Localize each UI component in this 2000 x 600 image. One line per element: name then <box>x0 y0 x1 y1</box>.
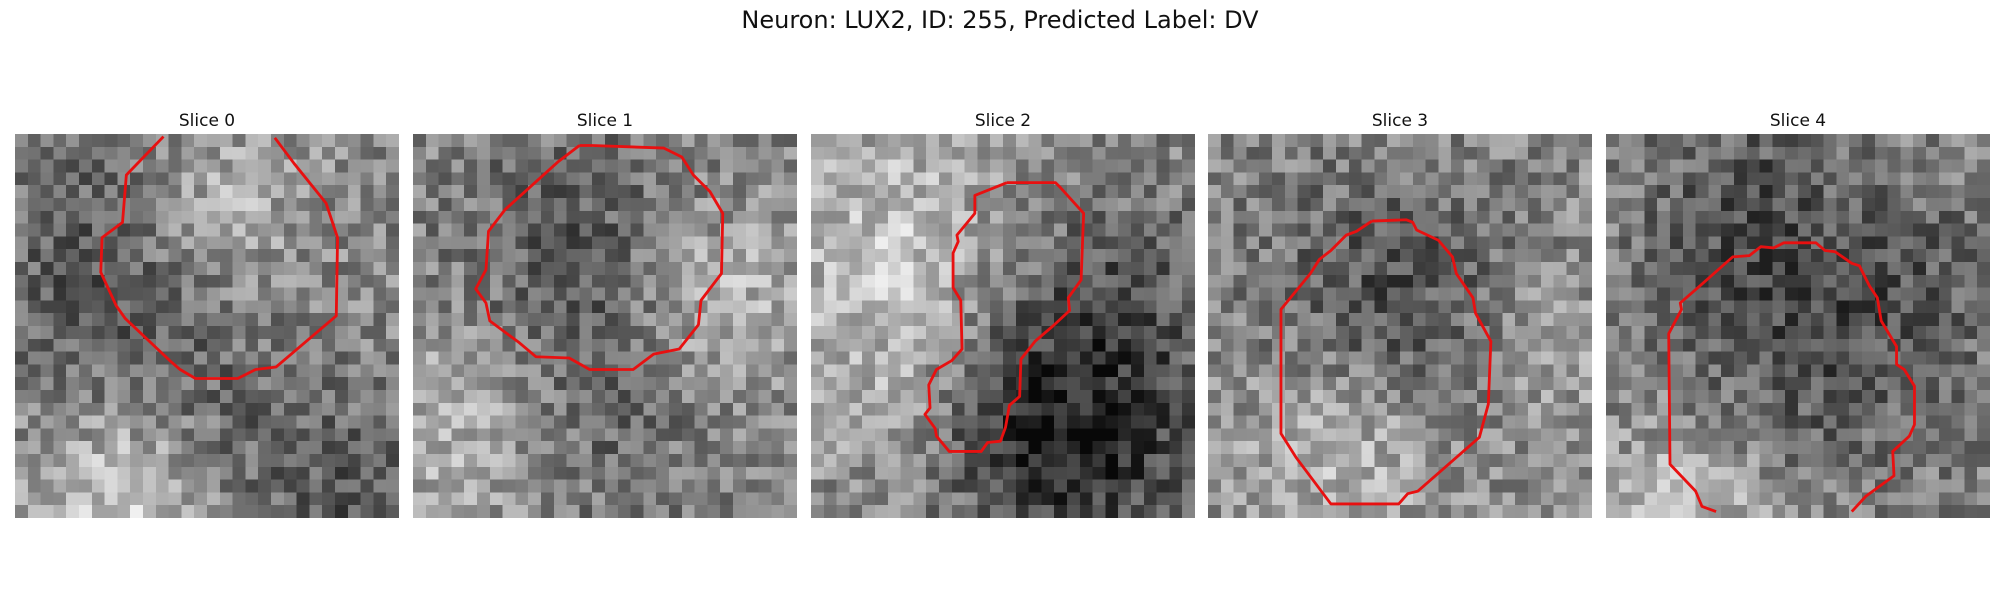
intensity-grid <box>15 134 399 518</box>
slice-image <box>15 134 399 518</box>
slice-panel-4: Slice 4 <box>1606 108 1990 518</box>
slice-panel-2: Slice 2 <box>811 108 1195 518</box>
cell-contour <box>474 144 725 371</box>
slice-panel-0: Slice 0 <box>15 108 399 518</box>
slice-title: Slice 3 <box>1371 111 1429 131</box>
slice-image <box>811 134 1195 518</box>
figure-title: Neuron: LUX2, ID: 255, Predicted Label: … <box>741 6 1259 34</box>
slice-image <box>1208 134 1592 518</box>
cell-contour <box>1667 241 1916 513</box>
slice-panel-1: Slice 1 <box>413 108 797 518</box>
intensity-grid <box>413 134 797 518</box>
slice-panel-3: Slice 3 <box>1208 108 1592 518</box>
slice-image <box>1606 134 1990 518</box>
intensity-grid <box>811 134 1195 518</box>
intensity-grid <box>1606 134 1990 518</box>
cell-contour <box>923 181 1086 453</box>
slice-title: Slice 0 <box>178 111 236 131</box>
slice-image <box>413 134 797 518</box>
cell-contour <box>99 135 339 380</box>
slice-title: Slice 4 <box>1769 111 1827 131</box>
slice-title: Slice 2 <box>974 111 1032 131</box>
intensity-grid <box>1208 134 1592 518</box>
cell-contour <box>1279 218 1493 506</box>
slice-title: Slice 1 <box>576 111 634 131</box>
